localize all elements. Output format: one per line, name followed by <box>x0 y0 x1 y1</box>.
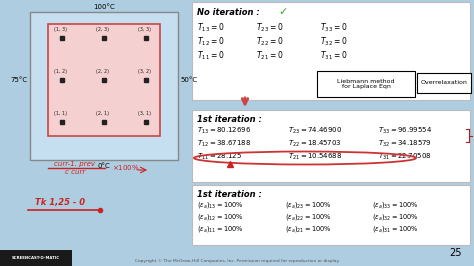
Text: 75°C: 75°C <box>11 77 28 83</box>
Text: $T_{23}=0$: $T_{23}=0$ <box>256 22 283 35</box>
Text: $T_{31}=22.70508$: $T_{31}=22.70508$ <box>378 152 432 162</box>
FancyBboxPatch shape <box>192 185 470 245</box>
Text: Tk 1,25 - 0: Tk 1,25 - 0 <box>35 198 85 207</box>
Text: (1, 1): (1, 1) <box>55 111 67 116</box>
Text: (3, 2): (3, 2) <box>138 69 152 74</box>
Text: $T_{12}=0$: $T_{12}=0$ <box>197 36 224 48</box>
Text: 1st iteration :: 1st iteration : <box>197 115 262 124</box>
FancyBboxPatch shape <box>30 12 178 160</box>
Text: 25: 25 <box>449 248 462 258</box>
Text: (1, 3): (1, 3) <box>55 27 67 32</box>
Text: (2, 2): (2, 2) <box>97 69 109 74</box>
Text: Liebmann method
for Laplace Eqn: Liebmann method for Laplace Eqn <box>337 78 395 89</box>
Text: $T_{32}=34.18579$: $T_{32}=34.18579$ <box>378 139 432 149</box>
Text: 50°C: 50°C <box>180 77 197 83</box>
Text: (3, 3): (3, 3) <box>138 27 152 32</box>
FancyBboxPatch shape <box>48 24 160 136</box>
Text: $\checkmark$: $\checkmark$ <box>278 6 287 16</box>
Text: $(\varepsilon_a)_{33}=100\%$: $(\varepsilon_a)_{33}=100\%$ <box>372 200 419 210</box>
Text: $(\varepsilon_a)_{23}=100\%$: $(\varepsilon_a)_{23}=100\%$ <box>285 200 332 210</box>
Text: $T_{11}=28.125$: $T_{11}=28.125$ <box>197 152 242 162</box>
Text: 1st iteration :: 1st iteration : <box>197 190 262 199</box>
Text: $T_{33}=96.99554$: $T_{33}=96.99554$ <box>378 126 432 136</box>
Text: c curr: c curr <box>65 169 85 175</box>
Text: $T_{21}=0$: $T_{21}=0$ <box>256 50 283 63</box>
FancyBboxPatch shape <box>0 250 72 266</box>
Text: SCREENCAST-O-MATIC: SCREENCAST-O-MATIC <box>12 256 60 260</box>
Text: $\times$100%: $\times$100% <box>112 163 139 172</box>
FancyBboxPatch shape <box>417 73 471 93</box>
Text: $(\varepsilon_a)_{32}=100\%$: $(\varepsilon_a)_{32}=100\%$ <box>372 212 419 222</box>
Text: $T_{13}=0$: $T_{13}=0$ <box>197 22 224 35</box>
Text: $(\varepsilon_a)_{21}=100\%$: $(\varepsilon_a)_{21}=100\%$ <box>285 224 332 234</box>
Text: $(\varepsilon_a)_{13}=100\%$: $(\varepsilon_a)_{13}=100\%$ <box>197 200 244 210</box>
FancyBboxPatch shape <box>317 71 415 97</box>
FancyBboxPatch shape <box>192 110 470 182</box>
Text: $T_{11}=0$: $T_{11}=0$ <box>197 50 224 63</box>
Text: $(\varepsilon_a)_{31}=100\%$: $(\varepsilon_a)_{31}=100\%$ <box>372 224 419 234</box>
Text: Overrelaxation: Overrelaxation <box>420 81 467 85</box>
Text: 0°C: 0°C <box>98 163 110 169</box>
Text: No iteration :: No iteration : <box>197 8 260 17</box>
Text: $T_{33}=0$: $T_{33}=0$ <box>320 22 347 35</box>
Text: $T_{21}=10.54688$: $T_{21}=10.54688$ <box>288 152 342 162</box>
Text: $T_{13}=80.12696$: $T_{13}=80.12696$ <box>197 126 251 136</box>
Text: (3, 1): (3, 1) <box>138 111 152 116</box>
Text: $(\varepsilon_a)_{11}=100\%$: $(\varepsilon_a)_{11}=100\%$ <box>197 224 244 234</box>
Text: $T_{22}=0$: $T_{22}=0$ <box>256 36 283 48</box>
Text: $T_{31}=0$: $T_{31}=0$ <box>320 50 347 63</box>
Text: (2, 3): (2, 3) <box>97 27 109 32</box>
Text: $(\varepsilon_a)_{22}=100\%$: $(\varepsilon_a)_{22}=100\%$ <box>285 212 332 222</box>
Text: $T_{23}=74.46900$: $T_{23}=74.46900$ <box>288 126 342 136</box>
Text: (1, 2): (1, 2) <box>55 69 67 74</box>
Text: $T_{22}=18.45703$: $T_{22}=18.45703$ <box>288 139 342 149</box>
Text: $T_{12}=38.67188$: $T_{12}=38.67188$ <box>197 139 251 149</box>
Text: (2, 1): (2, 1) <box>97 111 109 116</box>
Text: curr-1. prev: curr-1. prev <box>55 161 95 167</box>
FancyBboxPatch shape <box>192 2 470 100</box>
Text: 100°C: 100°C <box>93 4 115 10</box>
Text: $(\varepsilon_a)_{12}=100\%$: $(\varepsilon_a)_{12}=100\%$ <box>197 212 244 222</box>
Text: $T_{32}=0$: $T_{32}=0$ <box>320 36 347 48</box>
Text: Copyright © The McGraw-Hill Companies, Inc. Permission required for reproduction: Copyright © The McGraw-Hill Companies, I… <box>135 259 339 263</box>
